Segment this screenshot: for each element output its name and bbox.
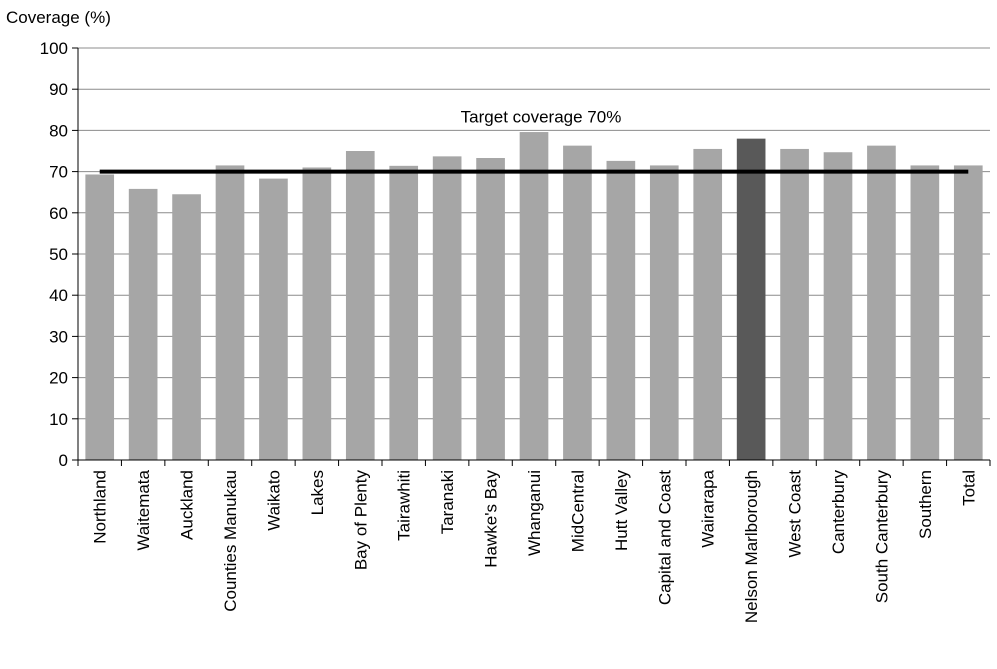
- x-tick-label: Waikato: [264, 470, 283, 531]
- bar-counties-manukau: [215, 165, 245, 461]
- bar-canterbury: [823, 152, 853, 460]
- x-tick-label: Nelson Marlborough: [742, 470, 761, 623]
- x-tick-label: Bay of Plenty: [351, 470, 370, 571]
- bar-northland: [85, 174, 115, 460]
- bar-nelson-marlborough: [736, 138, 766, 460]
- x-tick-label: Auckland: [178, 470, 197, 540]
- bar-whanganui: [519, 132, 549, 460]
- x-tick-label: Total: [959, 470, 978, 506]
- y-tick-label: 0: [59, 451, 68, 470]
- x-tick-label: Hawke's Bay: [482, 470, 501, 568]
- bar-lakes: [302, 167, 332, 461]
- y-tick-label: 60: [49, 204, 68, 223]
- y-axis-label: Coverage (%): [6, 8, 111, 27]
- x-tick-label: Capital and Coast: [655, 470, 674, 605]
- y-tick-label: 50: [49, 245, 68, 264]
- y-tick-label: 20: [49, 369, 68, 388]
- x-tick-label: West Coast: [786, 470, 805, 558]
- bar-southern: [910, 165, 940, 461]
- x-tick-label: South Canterbury: [872, 470, 891, 604]
- bar-taranaki: [432, 156, 462, 460]
- x-tick-label: Taranaki: [438, 470, 457, 534]
- bar-hawke-s-bay: [476, 158, 505, 460]
- y-tick-label: 40: [49, 286, 68, 305]
- x-tick-label: Northland: [91, 470, 110, 544]
- x-tick-label: Tairawhiti: [395, 470, 414, 541]
- bar-bay-of-plenty: [345, 151, 375, 460]
- bar-waitemata: [128, 188, 158, 461]
- y-tick-label: 80: [49, 121, 68, 140]
- bar-tairawhiti: [389, 165, 419, 460]
- bar-total: [953, 165, 983, 461]
- target-label: Target coverage 70%: [461, 108, 622, 127]
- bar-west-coast: [780, 148, 809, 460]
- x-tick-label: Lakes: [308, 470, 327, 515]
- bar-wairarapa: [693, 148, 723, 460]
- x-tick-label: MidCentral: [568, 470, 587, 552]
- bar-south-canterbury: [867, 145, 896, 461]
- y-tick-label: 70: [49, 163, 68, 182]
- x-tick-label: Counties Manukau: [221, 470, 240, 612]
- y-tick-label: 100: [40, 39, 68, 58]
- bar-capital-and-coast: [649, 165, 679, 461]
- x-tick-label: Waitemata: [134, 469, 153, 550]
- x-tick-label: Canterbury: [829, 470, 848, 555]
- y-tick-label: 10: [49, 410, 68, 429]
- bar-midcentral: [563, 145, 592, 461]
- bar-hutt-valley: [606, 160, 636, 460]
- x-tick-label: Whanganui: [525, 470, 544, 556]
- x-tick-label: Hutt Valley: [612, 470, 631, 551]
- x-tick-label: Southern: [916, 470, 935, 539]
- x-tick-label: Wairarapa: [699, 469, 718, 547]
- bar-waikato: [259, 178, 288, 460]
- bar-auckland: [172, 194, 201, 460]
- y-tick-label: 90: [49, 80, 68, 99]
- y-tick-label: 30: [49, 327, 68, 346]
